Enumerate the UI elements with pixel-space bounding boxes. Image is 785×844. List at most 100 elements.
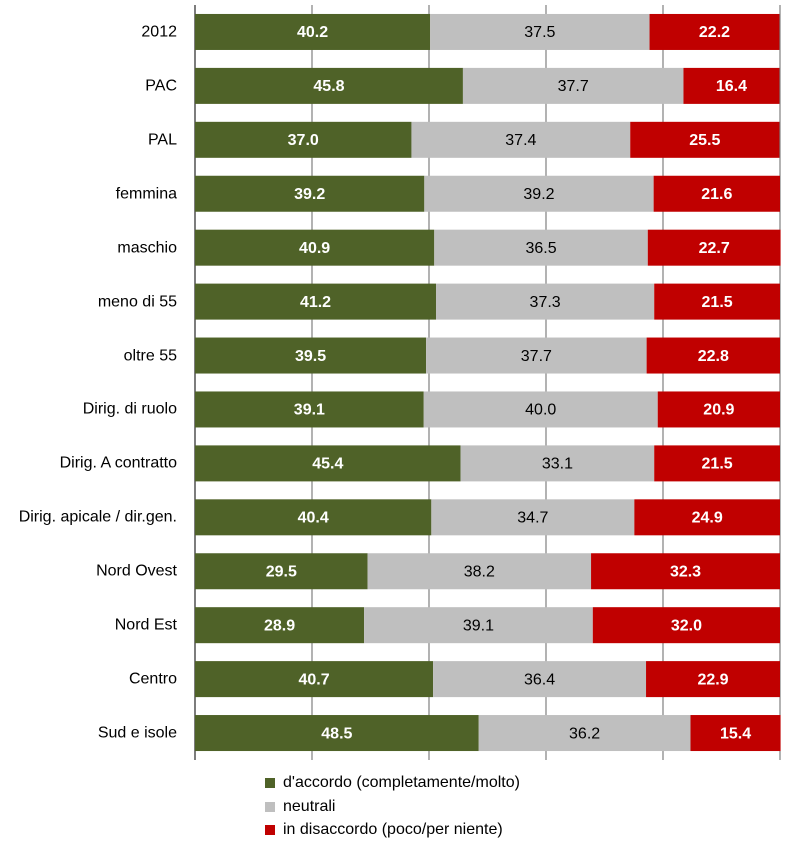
bar-segment [654,445,780,482]
value-label: 20.9 [703,402,734,419]
category-label: oltre 55 [123,347,177,365]
bar-segment [411,121,631,158]
bar-segment [653,175,780,212]
bar-segment [195,553,368,590]
value-label: 21.5 [702,456,733,473]
bar-segment [634,499,780,536]
category-label: Sud e isole [97,724,177,742]
bar-segment [646,337,780,374]
bar-segment [591,553,780,590]
value-label: 40.4 [298,510,329,527]
value-label: 37.5 [524,24,555,41]
value-label: 40.9 [299,240,330,257]
value-label: 39.1 [294,402,325,419]
legend-label: in disaccordo (poco/per niente) [283,821,503,838]
value-label: 21.6 [701,186,732,203]
category-label: PAL [147,131,177,149]
bar-segment [426,337,647,374]
bar-segment [195,607,365,644]
legend-label: neutrali [283,797,336,815]
value-label: 32.0 [671,617,702,634]
bar-segment [649,13,780,50]
value-label: 40.7 [298,671,329,688]
value-label: 37.3 [530,294,561,311]
value-label: 45.8 [313,78,344,95]
value-label: 37.0 [288,132,319,149]
category-label: 2012 [141,23,177,41]
value-label: 25.5 [689,132,720,149]
category-label: Centro [128,670,177,688]
value-label: 40.0 [525,402,556,419]
bar-segment [195,13,431,50]
value-label: 37.7 [558,78,589,95]
bar-segment [195,445,461,482]
bar-segment [195,175,425,212]
bar-segment [630,121,780,158]
bar-segment [364,607,593,644]
value-label: 15.4 [720,725,751,742]
bar-segment [423,391,658,428]
value-label: 45.4 [312,456,343,473]
bar-segment [683,67,780,104]
value-label: 39.1 [463,617,494,634]
value-label: 38.2 [464,563,495,580]
bar-segment [367,553,592,590]
legend-item: neutrali [265,798,335,816]
value-label: 40.2 [297,24,328,41]
value-label: 41.2 [300,294,331,311]
category-label: maschio [117,239,177,257]
legend-swatch [265,778,275,788]
bar-segment [195,283,437,320]
value-label: 24.9 [692,510,723,527]
bar-segment [195,337,427,374]
legend-swatch [265,801,275,812]
value-label: 36.4 [524,671,555,688]
legend-swatch [265,825,275,835]
category-label: femmina [115,185,177,203]
bar-segment [592,607,780,644]
bar-segment [460,445,655,482]
value-label: 34.7 [517,510,548,527]
category-label: Nord Est [114,616,177,634]
bar-segment [430,13,650,50]
category-label: PAC [145,77,177,95]
category-label: Nord Ovest [96,562,177,580]
value-label: 16.4 [716,78,747,95]
value-label: 22.9 [697,671,728,688]
category-label: meno di 55 [97,293,177,311]
value-label: 36.5 [525,240,556,257]
legend-item: d'accordo (completamente/molto) [265,774,520,792]
value-label: 21.5 [702,294,733,311]
bar-segment [195,391,424,428]
value-label: 37.7 [521,348,552,365]
bar-segment [436,283,655,320]
bar-segment [646,661,780,698]
value-label: 39.2 [523,186,554,203]
bar-segment [690,715,781,752]
bar-segment [462,67,684,104]
value-label: 48.5 [321,725,352,742]
bar-segment [195,121,412,158]
bar-segment [195,661,434,698]
bar-segment [433,661,647,698]
bar-segment [431,499,635,536]
category-label: Dirig. apicale / dir.gen. [18,508,177,526]
value-label: 22.2 [699,24,730,41]
legend-item: in disaccordo (poco/per niente) [265,821,503,839]
bar-segment [424,175,654,212]
bar-segment [657,391,780,428]
bar-segment [478,715,691,752]
bar-segment [195,715,479,752]
value-label: 36.2 [569,725,600,742]
value-label: 37.4 [505,132,536,149]
bar-segment [195,229,435,266]
legend-label: d'accordo (completamente/molto) [283,774,520,791]
value-label: 39.2 [294,186,325,203]
bar-segment [195,67,463,104]
value-label: 32.3 [670,563,701,580]
category-label: Dirig. A contratto [59,454,177,472]
value-label: 29.5 [266,563,297,580]
value-label: 28.9 [264,617,295,634]
